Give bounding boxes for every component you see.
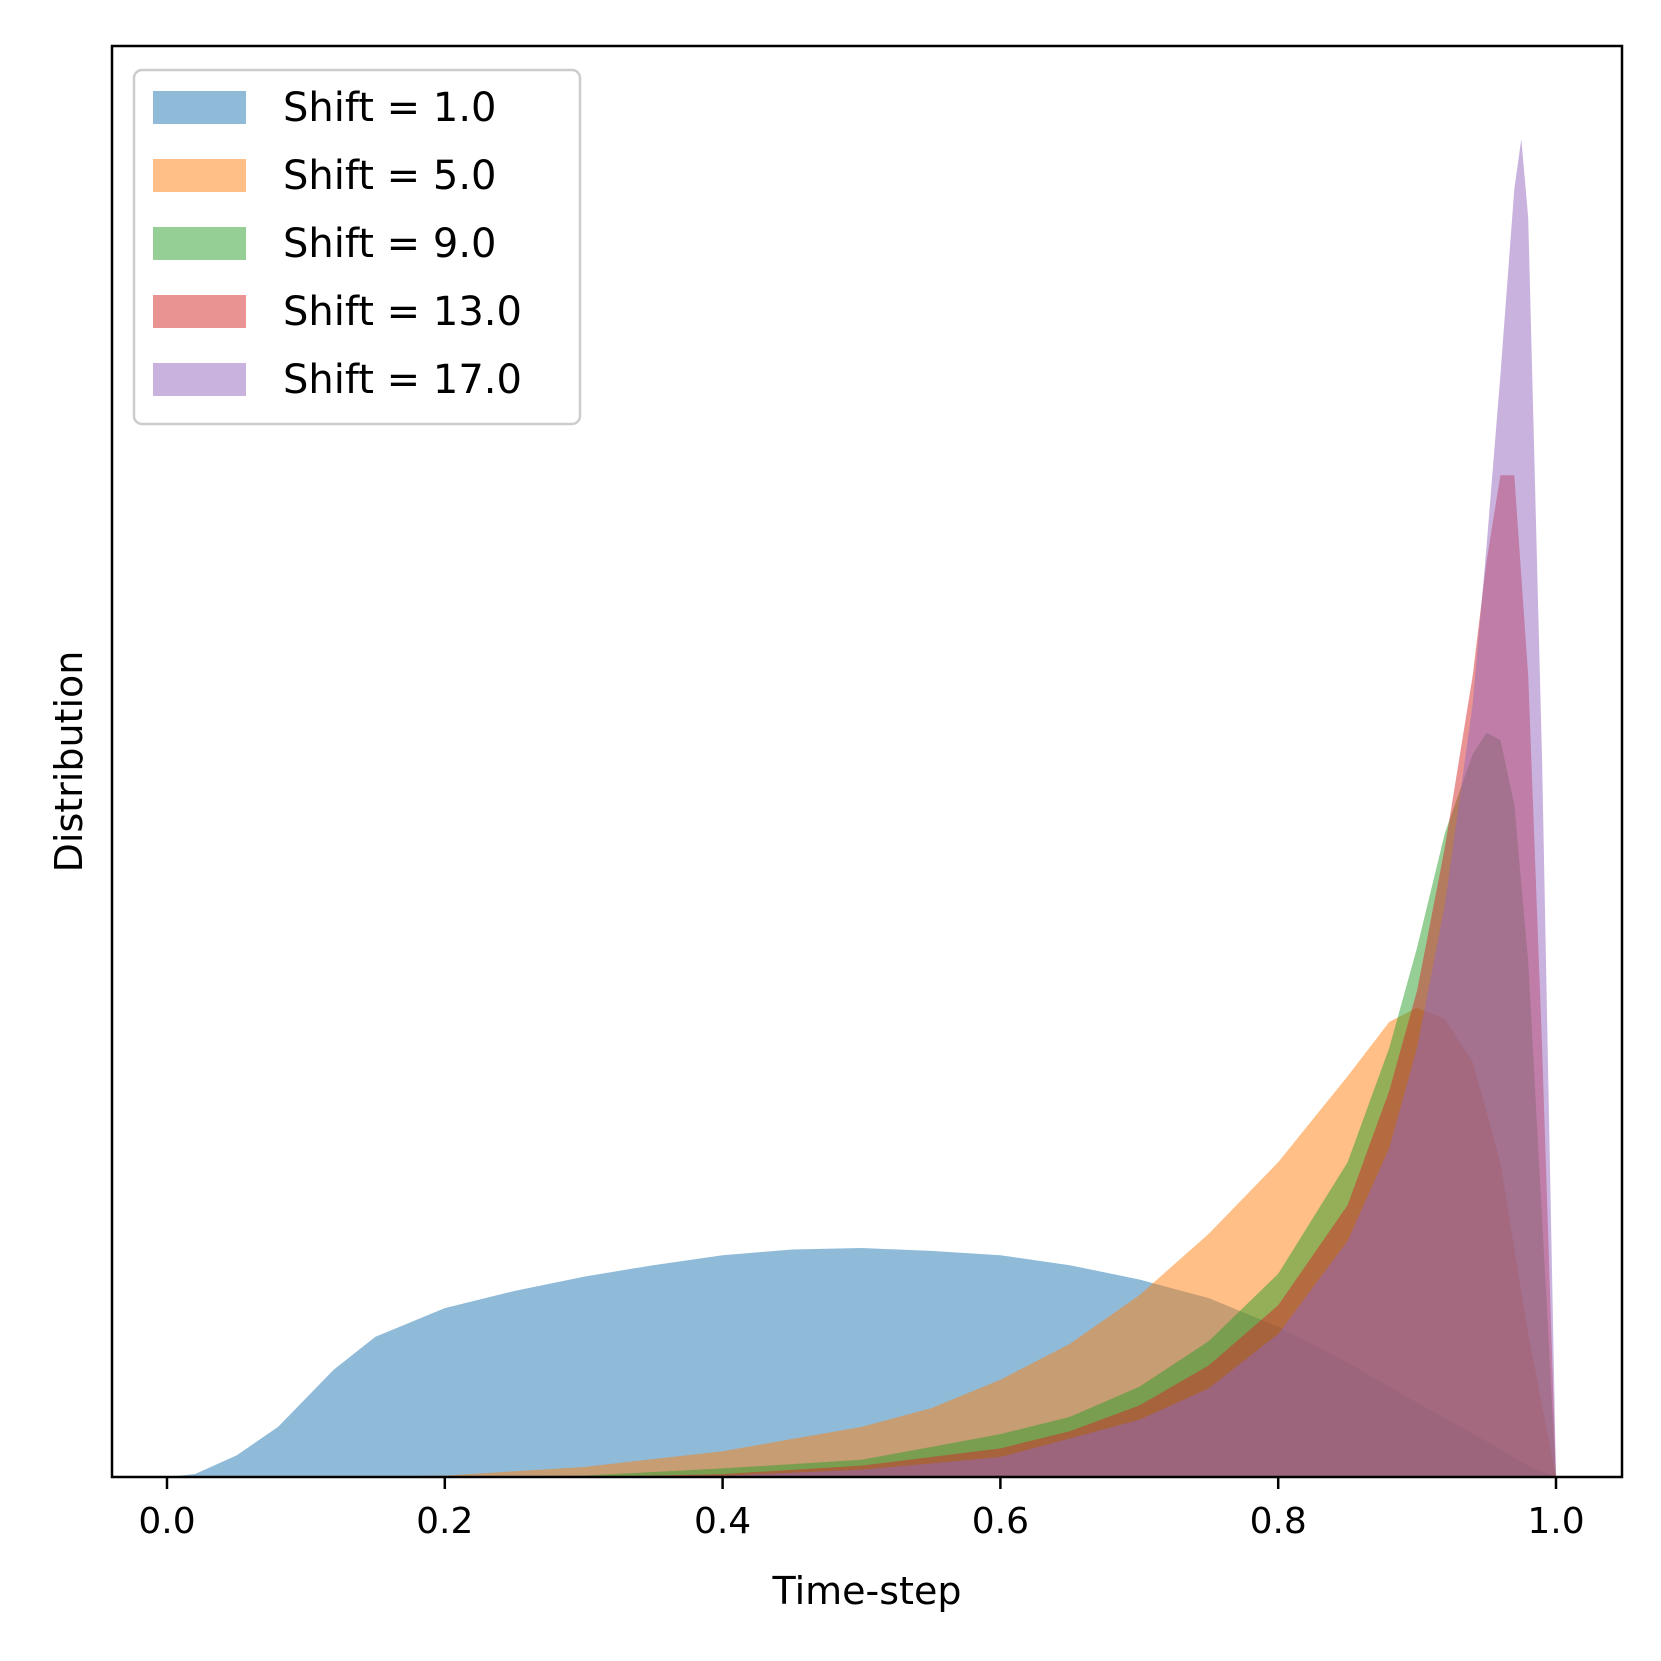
x-tick-label: 1.0 bbox=[1527, 1501, 1584, 1542]
y-axis-label: Distribution bbox=[47, 651, 91, 873]
legend-label-2: Shift = 5.0 bbox=[283, 153, 496, 199]
x-tick-label: 0.0 bbox=[138, 1501, 195, 1542]
legend-swatch-4 bbox=[153, 295, 246, 328]
x-tick-label: 0.6 bbox=[972, 1501, 1029, 1542]
legend-swatch-3 bbox=[153, 227, 246, 260]
legend-swatch-2 bbox=[153, 159, 246, 192]
legend: Shift = 1.0 Shift = 5.0 Shift = 9.0 Shift =… bbox=[132, 68, 582, 426]
plot-frame bbox=[110, 44, 1624, 1479]
x-axis: 0.0 0.2 0.4 0.6 0.8 1.0 bbox=[138, 1477, 1585, 1542]
legend-swatch-1 bbox=[153, 91, 246, 124]
x-axis-label: Time-step bbox=[772, 1569, 962, 1613]
legend-box bbox=[132, 68, 582, 426]
x-tick-label: 0.8 bbox=[1250, 1501, 1307, 1542]
x-tick-label: 0.4 bbox=[694, 1501, 751, 1542]
legend-label-3: Shift = 9.0 bbox=[283, 221, 496, 267]
legend-swatch-5 bbox=[153, 363, 246, 396]
series-layer bbox=[167, 139, 1556, 1477]
legend-label-1: Shift = 1.0 bbox=[283, 85, 496, 131]
legend-label-4: Shift = 13.0 bbox=[283, 289, 522, 335]
series-area-5 bbox=[167, 139, 1556, 1477]
legend-label-5: Shift = 17.0 bbox=[283, 357, 522, 403]
x-tick-label: 0.2 bbox=[416, 1501, 473, 1542]
